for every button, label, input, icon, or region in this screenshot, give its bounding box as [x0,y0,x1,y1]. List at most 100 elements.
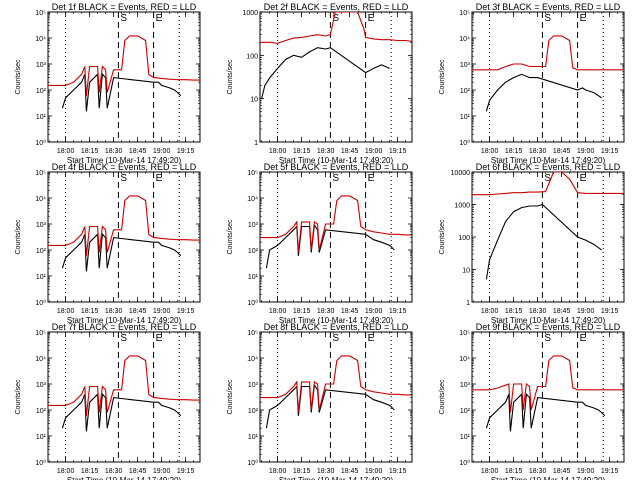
y-tick-label: 10² [36,248,47,255]
marker-label: E [368,333,375,344]
x-tick-label: 18:30 [105,308,123,315]
y-axis-label: Counts/sec [439,219,446,255]
y-tick-label: 10¹ [248,434,259,441]
y-tick-label: 10¹ [248,274,259,281]
y-tick-label: 10² [460,408,471,415]
y-axis-label: Counts/sec [227,219,234,255]
y-tick-label: 10⁵ [247,330,258,337]
y-tick-label: 10⁰ [247,299,258,307]
plot-frame [471,331,625,463]
series-line-lld [472,355,624,413]
x-tick-label: 19:15 [177,148,195,155]
x-tick-label: 18:15 [505,148,523,155]
chart-panel-7: Det 7f BLACK = Events, RED = LLD Counts/s… [15,322,201,480]
x-tick-label: 18:45 [553,468,571,475]
x-tick-label: 18:30 [105,468,123,475]
x-tick-label: 19:00 [577,468,595,475]
x-tick-label: 18:00 [57,148,75,155]
x-tick-label: 18:30 [317,308,335,315]
x-tick-label: 18:00 [269,308,287,315]
x-tick-label: 18:30 [317,148,335,155]
marker-label: E [580,333,587,344]
x-tick-label: 18:00 [481,148,499,155]
x-tick-label: 19:00 [577,308,595,315]
x-tick-label: 18:00 [269,148,287,155]
x-tick-label: 19:00 [365,308,383,315]
x-tick-label: 18:30 [317,468,335,475]
y-tick-label: 10³ [36,382,47,389]
marker-label: E [368,173,375,184]
marker-label: E [368,13,375,24]
x-tick-label: 19:15 [177,308,195,315]
y-tick-label: 10¹ [36,274,47,281]
plot-frame [47,331,201,463]
chart-panel-5: Det 5f BLACK = Events, RED = LLD Counts/s… [227,162,413,325]
x-tick-label: 18:15 [81,468,99,475]
chart-title: Det 8f BLACK = Events, RED = LLD [264,322,409,332]
y-axis-label: Counts/sec [15,379,22,415]
y-tick-label: 10² [460,88,471,95]
x-tick-label: 18:45 [341,148,359,155]
chart-title: Det 7f BLACK = Events, RED = LLD [52,322,197,332]
marker-label: S [332,173,339,184]
x-tick-label: 18:15 [293,148,311,155]
x-axis-label: Start Time (10-Mar-14 17:49:20) [491,476,606,480]
chart-title: Det 9f BLACK = Events, RED = LLD [476,322,621,332]
x-tick-label: 19:15 [601,148,619,155]
y-tick-label: 10¹ [460,434,471,441]
y-tick-label: 10¹ [36,434,47,441]
marker-label: E [156,173,163,184]
y-axis-label: Counts/sec [15,59,22,95]
plot-frame [47,11,201,143]
y-tick-label: 10³ [248,382,259,389]
series-line-lld [48,35,200,96]
y-tick-label: 100 [458,235,470,242]
series-line-lld [48,355,200,416]
y-axis-label: Counts/sec [15,219,22,255]
x-axis-label: Start Time (10-Mar-14 17:49:20) [491,316,606,325]
series-line-events [61,393,182,432]
y-tick-label: 10⁵ [459,330,470,337]
chart-panel-8: Det 8f BLACK = Events, RED = LLD Counts/s… [227,322,413,480]
plot-frame [259,11,413,143]
x-axis-label: Start Time (10-Mar-14 17:49:20) [279,316,394,325]
x-tick-label: 18:00 [481,308,499,315]
x-axis-label: Start Time (10-Mar-14 17:49:20) [67,476,182,480]
x-tick-label: 18:45 [129,468,147,475]
y-tick-label: 1 [466,300,470,307]
y-tick-label: 10⁵ [35,170,46,177]
y-tick-label: 10⁵ [247,170,258,177]
y-tick-label: 10³ [248,222,259,229]
chart-title: Det 2f BLACK = Events, RED = LLD [264,2,409,12]
y-tick-label: 10⁴ [247,196,258,203]
y-tick-label: 10² [248,408,259,415]
x-tick-label: 19:15 [177,468,195,475]
chart-title: Det 6f BLACK = Events, RED = LLD [476,162,621,172]
y-tick-label: 10⁵ [459,10,470,17]
x-tick-label: 18:30 [105,148,123,155]
y-tick-label: 10⁰ [35,459,46,467]
marker-label: S [120,333,127,344]
y-tick-label: 10⁵ [35,330,46,337]
x-tick-label: 18:15 [81,308,99,315]
x-tick-label: 18:30 [529,148,547,155]
y-tick-label: 10⁴ [459,36,470,43]
chart-panel-4: Det 4f BLACK = Events, RED = LLD Counts/s… [15,162,201,325]
y-tick-label: 10³ [36,62,47,69]
y-tick-label: 10² [248,248,259,255]
x-axis-label: Start Time (10-Mar-14 17:49:20) [491,156,606,165]
x-axis-label: Start Time (10-Mar-14 17:49:20) [279,476,394,480]
chart-title: Det 5f BLACK = Events, RED = LLD [264,162,409,172]
marker-label: S [120,13,127,24]
x-tick-label: 18:45 [553,148,571,155]
series-line-lld [472,172,624,196]
x-tick-label: 19:00 [153,308,171,315]
x-tick-label: 19:00 [365,148,383,155]
y-tick-label: 10⁴ [247,356,258,363]
y-tick-label: 100 [246,53,258,60]
y-tick-label: 10¹ [460,114,471,121]
y-tick-label: 10 [462,268,470,275]
marker-label: S [544,13,551,24]
x-tick-label: 18:15 [81,148,99,155]
